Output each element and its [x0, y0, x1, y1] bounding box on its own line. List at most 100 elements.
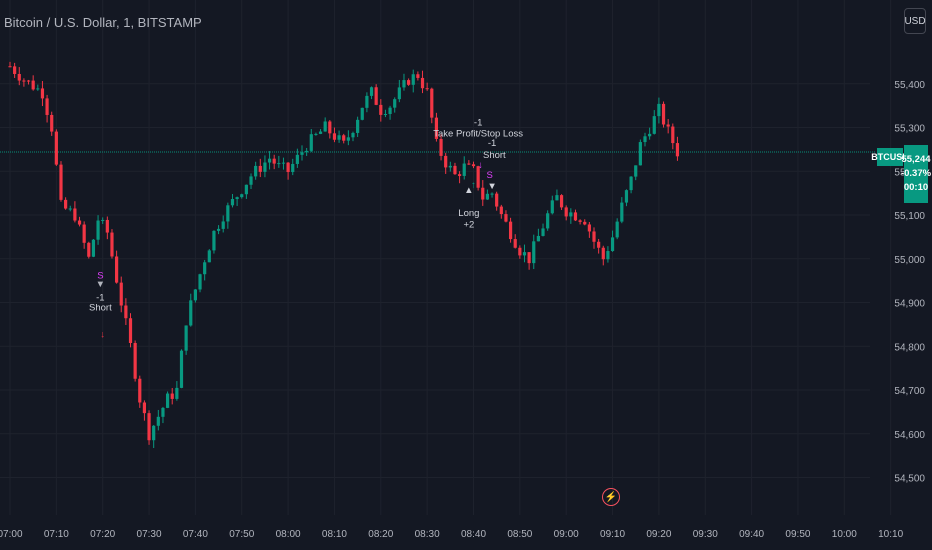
x-tick-label: 10:00 — [832, 529, 857, 540]
candle-body — [601, 247, 605, 260]
y-tick-label: 54,900 — [894, 299, 925, 310]
candle-body — [434, 117, 439, 139]
candle-body — [77, 220, 82, 225]
trade-annotation: -1 — [96, 292, 104, 303]
candle-body — [184, 325, 188, 351]
candle-body — [536, 235, 540, 242]
candle-body — [634, 165, 638, 177]
candle-body — [342, 135, 346, 141]
candle-body — [147, 413, 151, 441]
candle-body — [323, 121, 327, 132]
candle-body — [212, 230, 216, 251]
candle-body — [305, 150, 309, 153]
candle-body — [606, 251, 610, 260]
candle-body — [207, 250, 211, 263]
candle-body — [518, 247, 522, 256]
candle-body — [221, 221, 225, 229]
x-tick-label: 09:10 — [600, 529, 625, 540]
candle-body — [629, 176, 633, 191]
y-tick-label: 55,100 — [894, 211, 925, 222]
candle-body — [281, 162, 286, 164]
candle-body — [541, 228, 545, 236]
candle-body — [40, 88, 45, 99]
candle-body — [193, 289, 197, 301]
candle-body — [267, 158, 272, 163]
candle-body — [50, 114, 54, 132]
candle-body — [165, 393, 170, 408]
candle-body — [68, 208, 72, 210]
candle-body — [133, 343, 137, 379]
candle-body — [504, 214, 508, 222]
candle-body — [337, 135, 341, 140]
candle-body — [481, 187, 485, 200]
x-tick-label: 07:20 — [90, 529, 115, 540]
candle-body — [73, 208, 77, 221]
candle-body — [115, 256, 119, 283]
candle-body — [346, 137, 350, 141]
candle-body — [652, 116, 656, 134]
trade-annotation: Long — [458, 208, 479, 219]
candle-body — [22, 80, 26, 82]
candle-body — [527, 252, 531, 264]
candle-body — [64, 199, 68, 209]
candle-body — [420, 77, 425, 89]
candle-body — [555, 195, 559, 201]
candle-body — [513, 239, 517, 248]
candle-body — [235, 197, 239, 200]
x-tick-label: 09:50 — [785, 529, 810, 540]
candle-body — [156, 416, 160, 426]
trade-annotation: -1 — [488, 138, 496, 149]
trade-annotation: ▼ — [487, 181, 496, 192]
candle-body — [467, 163, 471, 165]
candle-body — [495, 193, 499, 207]
candle-body — [263, 162, 267, 172]
candle-body — [610, 237, 615, 252]
trade-annotation: S — [487, 170, 493, 181]
candle-body — [508, 221, 513, 240]
candle-body — [291, 163, 295, 173]
candle-body — [91, 239, 96, 257]
currency-button[interactable]: USD — [904, 8, 926, 34]
x-tick-label: 07:10 — [44, 529, 69, 540]
y-tick-label: 54,800 — [894, 342, 925, 353]
candle-body — [332, 133, 337, 140]
candle-body — [559, 195, 564, 208]
candle-body — [643, 136, 647, 143]
candle-body — [244, 184, 248, 195]
candle-body — [300, 152, 304, 155]
candle-body — [439, 138, 443, 156]
candle-body — [82, 224, 86, 243]
last-price: 55,244 — [901, 154, 931, 165]
candle-body — [54, 131, 58, 165]
candle-body — [397, 87, 401, 100]
candle-body — [448, 165, 452, 168]
candle-body — [546, 213, 550, 229]
candle-body — [17, 73, 21, 81]
candle-body — [369, 87, 374, 96]
candle-body — [615, 221, 619, 238]
candle-body — [388, 107, 392, 114]
lightning-icon[interactable]: ⚡ — [602, 488, 620, 506]
trade-annotation: ↓ — [494, 190, 499, 201]
candle-body — [309, 134, 313, 151]
candle-body — [230, 199, 235, 206]
candle-body — [101, 219, 105, 221]
candle-body — [142, 402, 147, 414]
candle-body — [36, 88, 40, 90]
trade-annotation: -1 — [474, 117, 482, 128]
candle-body — [402, 80, 406, 88]
x-tick-label: 07:50 — [229, 529, 254, 540]
candle-body — [532, 241, 536, 264]
candle-body — [45, 98, 49, 115]
candle-body — [138, 378, 142, 403]
candle-body — [96, 220, 100, 240]
candle-body — [277, 163, 281, 165]
candle-body — [564, 207, 568, 217]
x-tick-label: 07:30 — [137, 529, 162, 540]
candle-body — [318, 131, 323, 134]
candle-body — [583, 221, 587, 225]
candle-body — [161, 407, 165, 417]
candle-body — [573, 212, 578, 221]
trade-annotation: +2 — [463, 219, 474, 230]
